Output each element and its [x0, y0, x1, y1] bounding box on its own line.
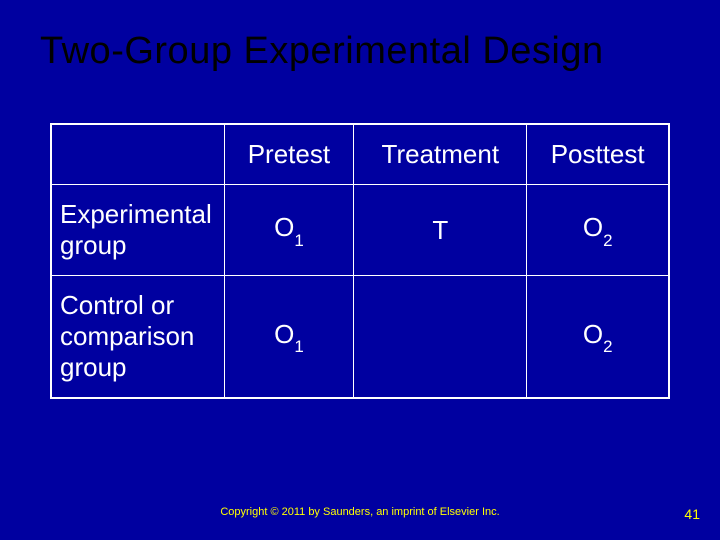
o-base: O	[274, 319, 294, 349]
header-treatment: Treatment	[354, 124, 527, 185]
row-label-experimental: Experimental group	[51, 185, 224, 276]
cell-ctrl-posttest: O2	[527, 276, 669, 399]
cell-ctrl-treatment	[354, 276, 527, 399]
o-base: O	[583, 212, 603, 242]
o-sub: 1	[294, 337, 303, 356]
o-base: O	[583, 319, 603, 349]
table-header-row: Pretest Treatment Posttest	[51, 124, 669, 185]
o-sub: 2	[603, 337, 612, 356]
design-table-container: Pretest Treatment Posttest Experimental …	[50, 123, 670, 399]
cell-exp-pretest: O1	[224, 185, 354, 276]
page-number: 41	[684, 506, 700, 522]
header-posttest: Posttest	[527, 124, 669, 185]
design-table: Pretest Treatment Posttest Experimental …	[50, 123, 670, 399]
slide-title: Two-Group Experimental Design	[0, 0, 720, 73]
cell-ctrl-pretest: O1	[224, 276, 354, 399]
o-base: O	[274, 212, 294, 242]
table-row: Experimental group O1 T O2	[51, 185, 669, 276]
cell-exp-treatment: T	[354, 185, 527, 276]
header-pretest: Pretest	[224, 124, 354, 185]
o-sub: 1	[294, 231, 303, 250]
header-empty	[51, 124, 224, 185]
row-label-control: Control or comparison group	[51, 276, 224, 399]
o-sub: 2	[603, 231, 612, 250]
cell-exp-posttest: O2	[527, 185, 669, 276]
copyright-text: Copyright © 2011 by Saunders, an imprint…	[0, 506, 720, 518]
table-row: Control or comparison group O1 O2	[51, 276, 669, 399]
